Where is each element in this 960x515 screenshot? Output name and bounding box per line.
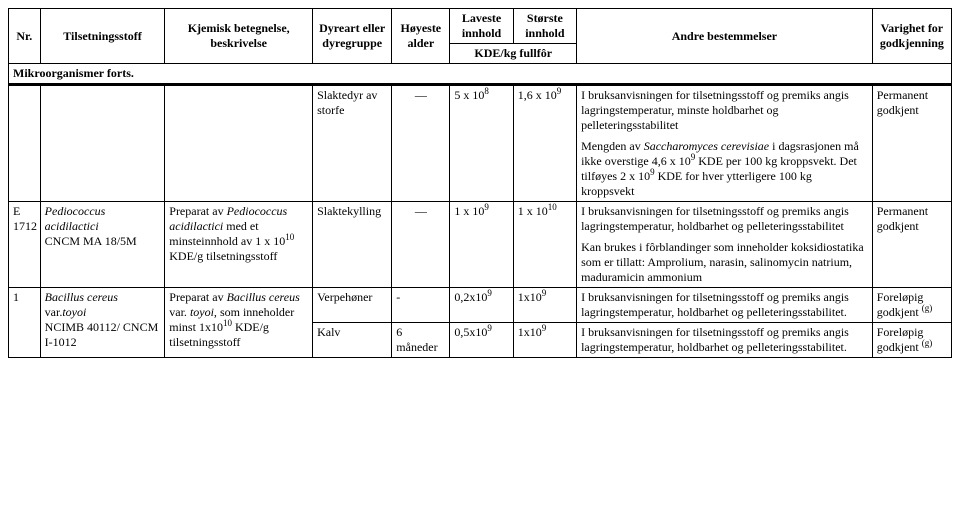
col-laveste: Laveste innhold — [450, 9, 513, 44]
cell-stor: 1,6 x 109 — [513, 85, 576, 202]
det-extra: Kan brukes i fôrblandinger som inneholde… — [581, 240, 868, 285]
cell-alder: - — [392, 288, 450, 323]
cell-nr: 1 — [9, 288, 41, 358]
cell-var: Foreløpig godkjent (g) — [872, 323, 951, 358]
cell-lav: 0,5x109 — [450, 323, 513, 358]
cell-dyreart: Slaktekylling — [313, 202, 392, 288]
col-kjemisk: Kjemisk betegnelse, beskrivelse — [165, 9, 313, 64]
cell-nr: E 1712 — [9, 202, 41, 288]
stoff-code: CNCM MA 18/5M — [45, 234, 137, 248]
cell-andre: I bruksanvisningen for tilsetningsstoff … — [577, 323, 873, 358]
additive-table: Nr. Tilsetningsstoff Kjemisk betegnelse,… — [8, 8, 952, 358]
cell-besk — [165, 85, 313, 202]
cell-dyreart: Slaktedyr av storfe — [313, 85, 392, 202]
cell-dyreart: Kalv — [313, 323, 392, 358]
cell-var: Permanent godkjent — [872, 202, 951, 288]
stoff-name: Pediococcus acidilactici — [45, 204, 106, 233]
col-kde: KDE/kg fullfôr — [450, 44, 577, 64]
stoff-code: NCIMB 40112/ CNCM I-1012 — [45, 320, 159, 349]
section-title: Mikroorganismer forts. — [9, 64, 952, 85]
section-row: Mikroorganismer forts. — [9, 64, 952, 85]
col-tilsetningsstoff: Tilsetningsstoff — [40, 9, 165, 64]
cell-stoff: Bacillus cereus var.toyoi NCIMB 40112/ C… — [40, 288, 165, 358]
cell-andre: I bruksanvisningen for tilsetningsstoff … — [577, 85, 873, 202]
cell-alder: — — [392, 202, 450, 288]
cell-lav: 1 x 109 — [450, 202, 513, 288]
cell-andre: I bruksanvisningen for tilsetningsstoff … — [577, 288, 873, 323]
cell-andre: I bruksanvisningen for tilsetningsstoff … — [577, 202, 873, 288]
cell-stoff: Pediococcus acidilactici CNCM MA 18/5M — [40, 202, 165, 288]
col-dyreart: Dyreart eller dyregruppe — [313, 9, 392, 64]
cell-lav: 0,2x109 — [450, 288, 513, 323]
col-andre: Andre bestemmelser — [577, 9, 873, 64]
cell-stor: 1 x 1010 — [513, 202, 576, 288]
table-header: Nr. Tilsetningsstoff Kjemisk betegnelse,… — [9, 9, 952, 64]
cell-alder: — — [392, 85, 450, 202]
col-hoyeste: Høyeste alder — [392, 9, 450, 64]
cell-stor: 1x109 — [513, 288, 576, 323]
table-row: Slaktedyr av storfe — 5 x 108 1,6 x 109 … — [9, 85, 952, 202]
cell-dyreart: Verpehøner — [313, 288, 392, 323]
col-varighet: Varighet for godkjenning — [872, 9, 951, 64]
cell-stoff — [40, 85, 165, 202]
col-storste: Største innhold — [513, 9, 576, 44]
col-nr: Nr. — [9, 9, 41, 64]
det-main: I bruksanvisningen for tilsetningsstoff … — [581, 204, 849, 233]
cell-besk: Preparat av Pediococcus acidilactici med… — [165, 202, 313, 288]
table-row: E 1712 Pediococcus acidilactici CNCM MA … — [9, 202, 952, 288]
det-main: I bruksanvisningen for tilsetningsstoff … — [581, 88, 849, 132]
cell-stor: 1x109 — [513, 323, 576, 358]
cell-lav: 5 x 108 — [450, 85, 513, 202]
cell-nr — [9, 85, 41, 202]
cell-besk: Preparat av Bacillus cereus var. toyoi, … — [165, 288, 313, 358]
cell-alder: 6 måneder — [392, 323, 450, 358]
det-extra: Mengden av Saccharomyces cerevisiae i da… — [581, 139, 868, 199]
cell-var: Foreløpig godkjent (g) — [872, 288, 951, 323]
table-row: 1 Bacillus cereus var.toyoi NCIMB 40112/… — [9, 288, 952, 323]
cell-var: Permanent godkjent — [872, 85, 951, 202]
